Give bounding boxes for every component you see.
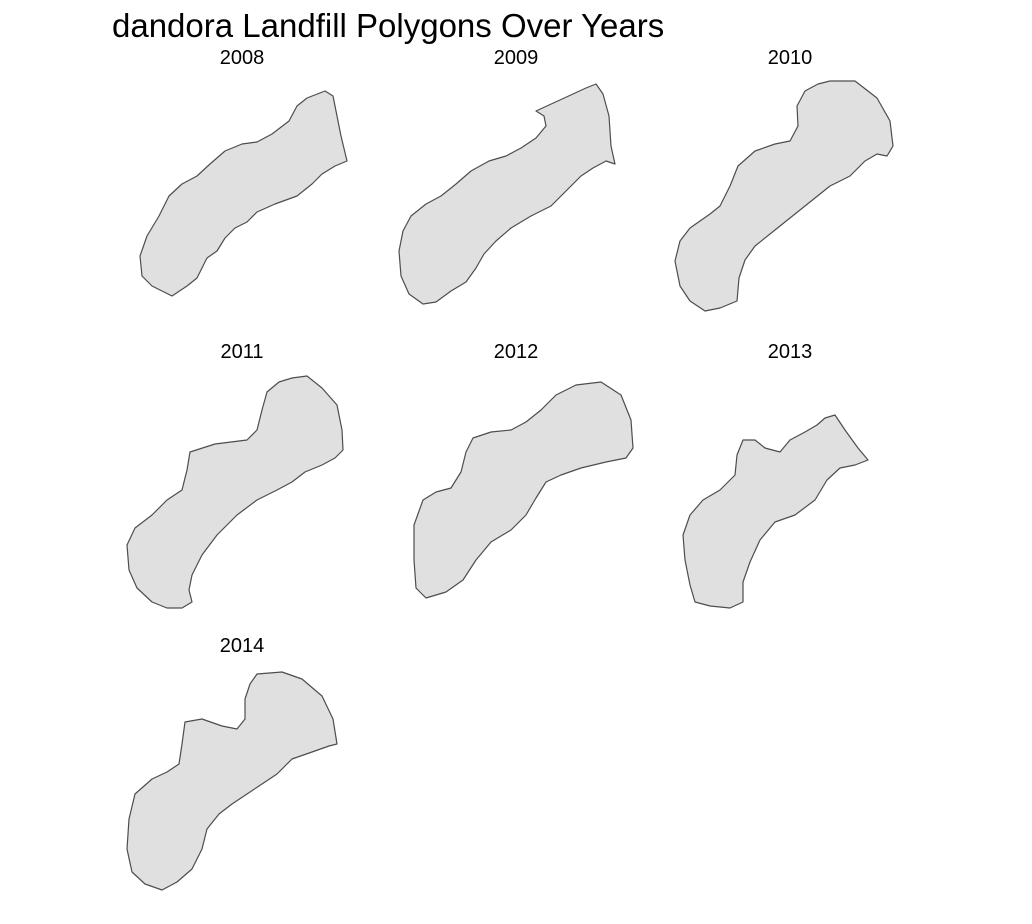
facet-label-2010: 2010 [767, 47, 813, 69]
facet-2013: 2013 [655, 340, 925, 630]
facet-label-2012: 2012 [493, 341, 539, 363]
facet-label-2008: 2008 [219, 47, 265, 69]
polygon-2010-svg [674, 80, 894, 312]
landfill-polygon-2009 [398, 83, 616, 305]
landfill-polygon-2010 [674, 80, 894, 312]
facet-label-2013: 2013 [767, 341, 813, 363]
landfill-polygon-2014 [126, 671, 338, 891]
landfill-polygon-2013 [682, 414, 869, 609]
facet-label-2011: 2011 [220, 341, 264, 363]
polygon-2011-svg [126, 375, 344, 609]
facet-2011: 2011 [107, 340, 377, 630]
landfill-polygon-2012 [413, 381, 634, 599]
facet-2008: 2008 [107, 46, 377, 336]
polygon-2014-svg [126, 671, 338, 891]
facet-2014: 2014 [107, 634, 377, 924]
facet-label-2009: 2009 [493, 47, 539, 69]
polygon-2012-svg [413, 381, 634, 599]
polygon-2013-svg [682, 414, 869, 609]
chart-title: dandora Landfill Polygons Over Years [112, 7, 665, 44]
facet-label-2014: 2014 [219, 635, 265, 657]
facet-2012: 2012 [381, 340, 651, 630]
facet-2009: 2009 [381, 46, 651, 336]
facet-2010: 2010 [655, 46, 925, 336]
polygon-2009-svg [398, 83, 616, 305]
landfill-polygon-2011 [126, 375, 344, 609]
polygon-2008-svg [139, 90, 348, 297]
landfill-polygon-2008 [139, 90, 348, 297]
